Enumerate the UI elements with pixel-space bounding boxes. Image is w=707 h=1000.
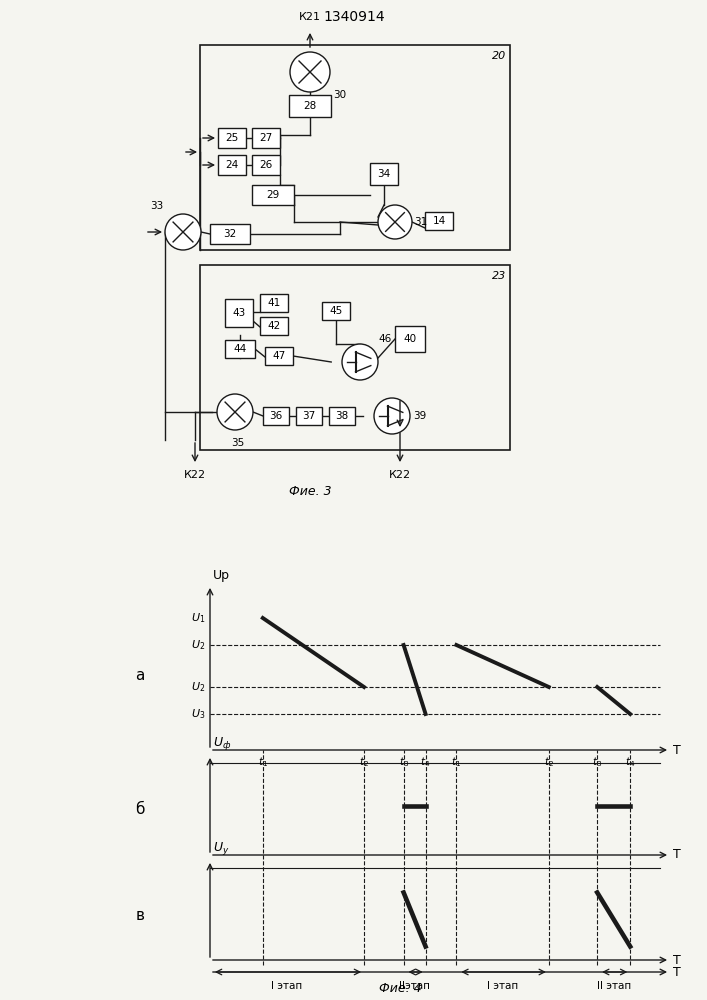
- Text: 29: 29: [267, 190, 280, 200]
- Text: II этап: II этап: [597, 981, 631, 991]
- Text: 45: 45: [329, 306, 343, 316]
- Text: $t_4$: $t_4$: [421, 755, 431, 769]
- Text: 23: 23: [492, 271, 506, 281]
- Text: К22: К22: [184, 470, 206, 480]
- Circle shape: [217, 394, 253, 430]
- Text: 33: 33: [150, 201, 163, 211]
- Text: 41: 41: [267, 298, 281, 308]
- Bar: [200, 265, 510, 450]
- Text: $t_3$: $t_3$: [399, 755, 409, 769]
- Text: Фие. 3: Фие. 3: [288, 485, 332, 498]
- Text: 46: 46: [378, 334, 391, 344]
- Bar: [252, 155, 280, 175]
- Text: IIэтап: IIэтап: [399, 981, 430, 991]
- Text: 43: 43: [233, 308, 245, 318]
- Text: $t_1$: $t_1$: [451, 755, 462, 769]
- Text: $t_2$: $t_2$: [359, 755, 369, 769]
- Text: 42: 42: [267, 321, 281, 331]
- Circle shape: [165, 214, 201, 250]
- Text: $t_1$: $t_1$: [258, 755, 268, 769]
- Text: 25: 25: [226, 133, 239, 143]
- Text: I этап: I этап: [271, 981, 303, 991]
- Text: $U_3$: $U_3$: [191, 707, 205, 721]
- Bar: [425, 212, 453, 230]
- Bar: [265, 347, 293, 365]
- Text: T: T: [673, 966, 681, 978]
- Text: 44: 44: [233, 344, 247, 354]
- Text: $U_ф$: $U_ф$: [213, 735, 231, 752]
- Text: $t_2$: $t_2$: [544, 755, 554, 769]
- Circle shape: [290, 52, 330, 92]
- Text: 28: 28: [303, 101, 317, 111]
- Text: 24: 24: [226, 160, 239, 170]
- Text: 39: 39: [413, 411, 426, 421]
- Text: 31: 31: [414, 217, 427, 227]
- Bar: [200, 45, 510, 250]
- Text: $U_2$: $U_2$: [191, 638, 205, 652]
- Text: I этап: I этап: [487, 981, 518, 991]
- Bar: [218, 155, 246, 175]
- Bar: [210, 224, 250, 244]
- Circle shape: [342, 344, 378, 380]
- Text: 26: 26: [259, 160, 273, 170]
- Text: а: а: [135, 668, 145, 682]
- Text: в: в: [136, 908, 144, 922]
- Text: б: б: [135, 802, 145, 818]
- Circle shape: [378, 205, 412, 239]
- Bar: [296, 407, 322, 425]
- Text: $U_2$: $U_2$: [191, 680, 205, 694]
- Bar: [260, 317, 288, 335]
- Text: К22: К22: [389, 470, 411, 480]
- Text: T: T: [673, 848, 681, 861]
- Text: 38: 38: [335, 411, 349, 421]
- Text: 30: 30: [333, 90, 346, 100]
- Bar: [225, 299, 253, 327]
- Bar: [263, 407, 289, 425]
- Bar: [329, 407, 355, 425]
- Bar: [225, 340, 255, 358]
- Text: 20: 20: [492, 51, 506, 61]
- Bar: [260, 294, 288, 312]
- Text: T: T: [673, 954, 681, 966]
- Text: $t_4$: $t_4$: [625, 755, 636, 769]
- Bar: [289, 95, 331, 117]
- Bar: [322, 302, 350, 320]
- Text: 47: 47: [272, 351, 286, 361]
- Text: 36: 36: [269, 411, 283, 421]
- Text: 34: 34: [378, 169, 391, 179]
- Circle shape: [374, 398, 410, 434]
- Text: 32: 32: [223, 229, 237, 239]
- Text: 37: 37: [303, 411, 315, 421]
- Text: Фие. 4: Фие. 4: [379, 982, 421, 995]
- Text: Up: Up: [213, 569, 230, 582]
- Text: 40: 40: [404, 334, 416, 344]
- Bar: [252, 128, 280, 148]
- Text: T: T: [673, 744, 681, 756]
- Text: 14: 14: [433, 216, 445, 226]
- Bar: [395, 326, 425, 352]
- Text: $t_3$: $t_3$: [592, 755, 602, 769]
- Text: 27: 27: [259, 133, 273, 143]
- Text: 1340914: 1340914: [323, 10, 385, 24]
- Bar: [252, 185, 294, 205]
- Text: К21: К21: [299, 12, 321, 22]
- Text: $U_y$: $U_y$: [213, 840, 230, 857]
- Bar: [218, 128, 246, 148]
- Text: 35: 35: [231, 438, 245, 448]
- Bar: [370, 163, 398, 185]
- Text: $U_1$: $U_1$: [191, 611, 205, 625]
